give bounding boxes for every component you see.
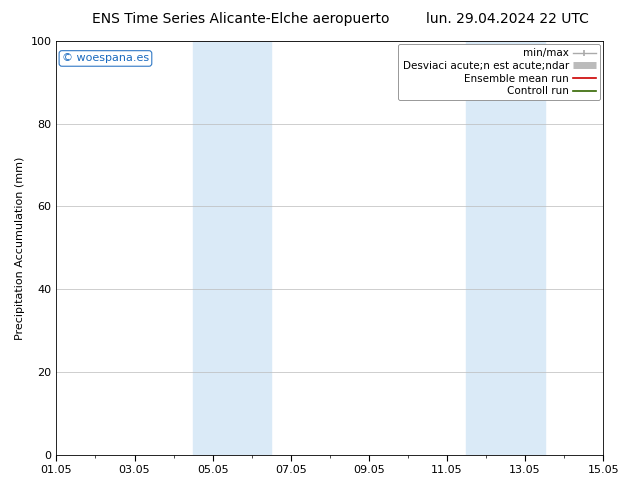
Y-axis label: Precipitation Accumulation (mm): Precipitation Accumulation (mm) — [15, 156, 25, 340]
Text: ENS Time Series Alicante-Elche aeropuerto: ENS Time Series Alicante-Elche aeropuert… — [92, 12, 390, 26]
Bar — [193, 41, 271, 455]
Text: lun. 29.04.2024 22 UTC: lun. 29.04.2024 22 UTC — [426, 12, 588, 26]
Text: © woespana.es: © woespana.es — [62, 53, 149, 64]
Legend: min/max, Desviaci acute;n est acute;ndar, Ensemble mean run, Controll run: min/max, Desviaci acute;n est acute;ndar… — [398, 44, 600, 100]
Bar — [467, 41, 545, 455]
